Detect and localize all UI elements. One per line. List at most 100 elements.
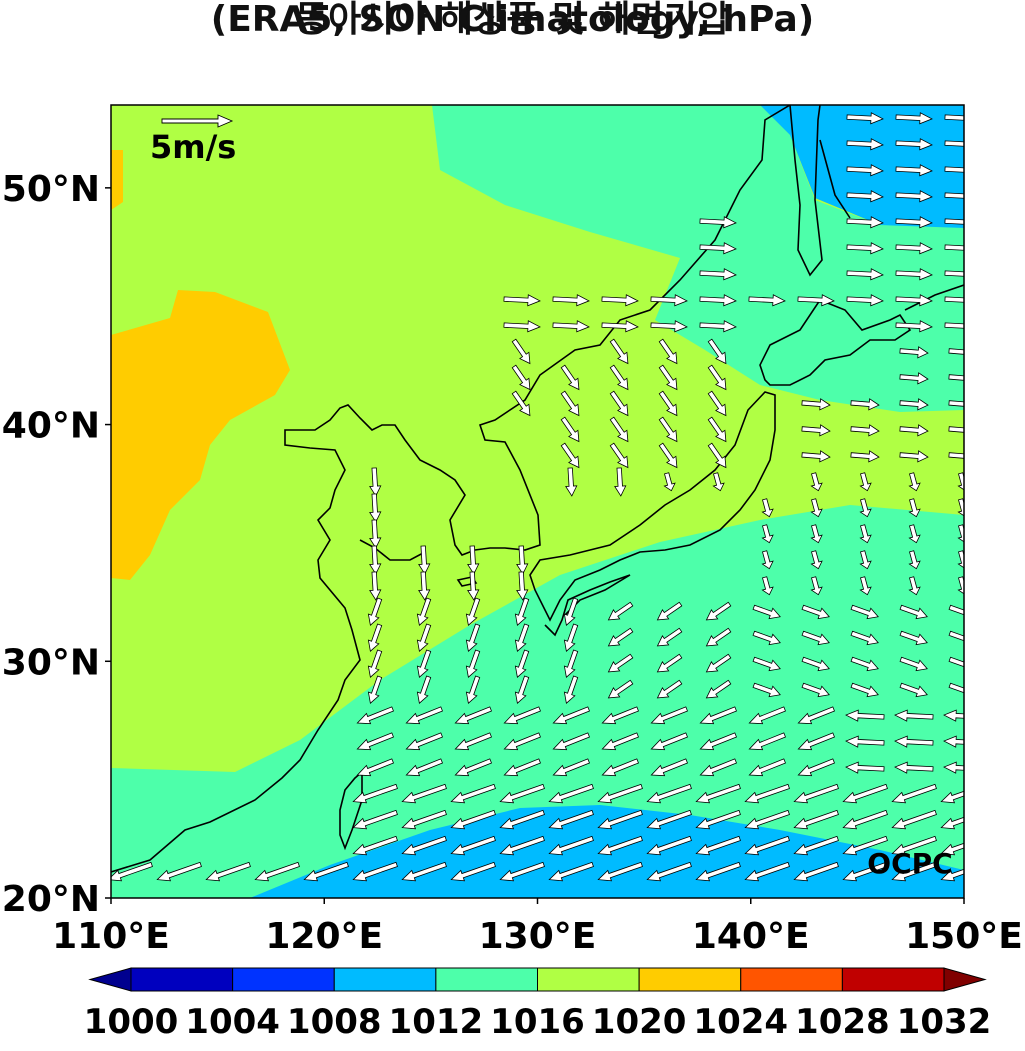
wind-vector [646,783,692,804]
wind-vector [908,498,921,518]
wind-vector [908,576,921,596]
colorbar-level-label: 1000 [84,1002,179,1042]
wind-vector [369,493,382,523]
wind-vector [699,242,737,255]
wind-vector [944,216,964,229]
wind-vector [895,242,933,255]
wind-vector [416,675,432,704]
wind-vector [699,320,737,333]
wind-vector [891,861,937,882]
wind-vector [944,294,964,307]
wind-vector [646,809,692,830]
wind-vector [899,604,928,620]
wind-vector [845,735,885,748]
wind-vector [352,835,398,856]
colorbar-level-label: 1008 [287,1002,382,1042]
wind-vector [948,346,964,359]
wind-vector [705,653,732,673]
wind-vector [842,861,888,882]
wind-vector [514,623,530,652]
wind-vector [899,630,928,646]
wind-vector [303,861,349,882]
wind-vector [646,861,692,882]
wind-vector [842,783,888,804]
wind-vector [797,732,835,751]
wind-vector [948,682,964,698]
wind-vector [511,338,531,365]
wind-vector [465,623,481,652]
wind-vector [601,732,639,751]
wind-vector [944,190,964,203]
wind-vector [607,679,634,699]
wind-vector [846,216,884,229]
wind-vector [650,320,688,333]
wind-vector [503,320,541,333]
lon-tick-label: 140°E [692,916,810,957]
coast-sakhalin [789,105,823,277]
wind-vector [748,732,786,751]
wind-vector [846,112,884,125]
wind-vector [752,682,781,698]
wind-vector [801,398,831,411]
wind-vector [658,416,678,443]
wind-vector [801,424,831,437]
coast-shikoku-kyushu [544,574,631,637]
wind-vector [601,706,639,725]
wind-vector [895,320,933,333]
wind-vector [367,597,383,626]
wind-vector [761,550,774,570]
pressure-field [111,105,964,898]
wind-vector [846,268,884,281]
colorbar-swatch [740,967,843,992]
wind-vector [499,783,545,804]
wind-vector [650,758,688,777]
colorbar-swatch [537,967,640,992]
wind-vector [705,679,732,699]
wind-vector [891,809,937,830]
wind-vector [793,861,839,882]
credit-label: OCPC [867,847,952,880]
wind-vector [516,571,529,601]
colorbar [88,967,987,992]
wind-vector [899,682,928,698]
wind-vector [707,364,727,391]
wind-vector [405,758,443,777]
wind-vector [401,809,447,830]
wind-vector [707,442,727,469]
wind-vector [609,390,629,417]
lat-tick-label: 40°N [2,406,100,447]
wind-vector [548,835,594,856]
wind-vector [707,338,727,365]
lat-tick-label: 50°N [2,169,100,210]
wind-vector [810,524,823,544]
colorbar-level-label: 1020 [592,1002,687,1042]
colorbar-level-label: 1024 [693,1002,788,1042]
wind-vector [793,783,839,804]
lon-tick-label: 130°E [479,916,597,957]
wind-vector [899,346,929,359]
colorbar-level-label: 1028 [795,1002,890,1042]
wind-vector [369,571,382,601]
wind-vector [401,783,447,804]
wind-vector [511,364,531,391]
wind-vector [894,735,934,748]
wind-vector [944,320,964,333]
wind-vector [944,268,964,281]
wind-vector [548,783,594,804]
wind-vector [895,112,933,125]
wind-vector [797,706,835,725]
wind-vector [607,627,634,647]
coastlines [111,105,964,873]
wind-vector [948,604,964,620]
wind-vector [761,524,774,544]
wind-vector [899,398,929,411]
wind-vector [707,390,727,417]
wind-vector [948,450,964,463]
wind-vector [401,835,447,856]
wind-vector [845,709,885,722]
wind-vector [450,861,496,882]
wind-vector [859,550,872,570]
wind-vector [416,623,432,652]
wind-vector [416,649,432,678]
wind-vector [418,571,431,601]
